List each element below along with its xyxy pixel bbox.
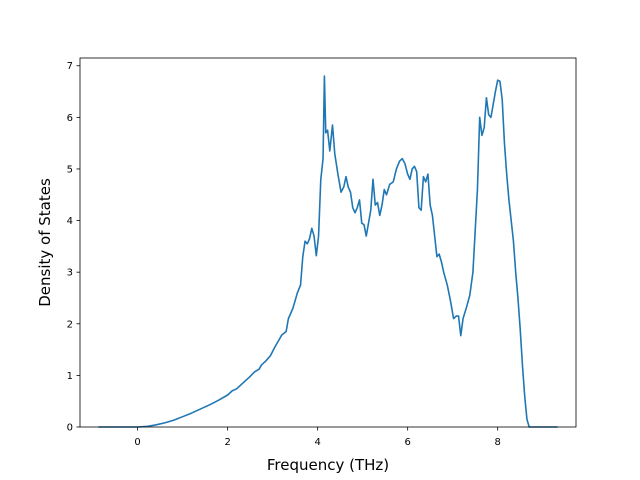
y-axis-ticks: 0 1 2 3 4 5 6 7 <box>67 61 80 434</box>
y-axis-label: Density of States <box>36 178 54 307</box>
y-tick-label: 3 <box>67 268 73 279</box>
y-tick-label: 4 <box>67 216 73 227</box>
x-tick-label: 6 <box>404 437 410 448</box>
y-tick-label: 6 <box>67 113 73 124</box>
plot-area <box>80 58 576 427</box>
dos-series-line <box>98 75 558 428</box>
y-tick-label: 1 <box>67 371 73 382</box>
x-tick-label: 2 <box>224 437 230 448</box>
x-axis-label: Frequency (THz) <box>267 456 389 474</box>
y-tick-label: 0 <box>67 423 73 434</box>
x-tick-label: 8 <box>494 437 500 448</box>
x-tick-label: 4 <box>314 437 320 448</box>
y-tick-label: 7 <box>67 61 73 72</box>
plot-frame <box>79 57 577 428</box>
y-tick-label: 2 <box>67 319 73 330</box>
x-tick-label: 0 <box>134 437 140 448</box>
x-axis-ticks: 0 2 4 6 8 <box>134 427 501 448</box>
y-tick-label: 5 <box>67 164 73 175</box>
